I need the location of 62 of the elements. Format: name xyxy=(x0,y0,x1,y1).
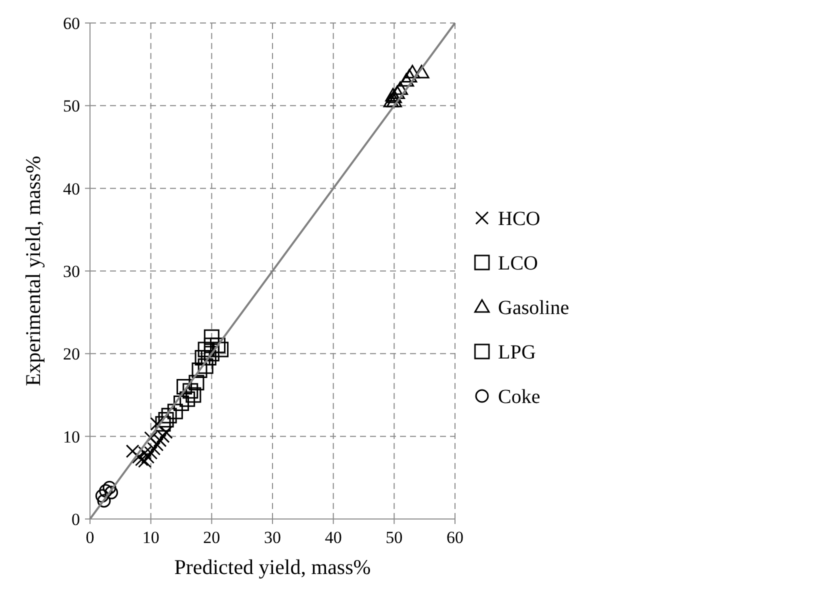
point xyxy=(144,446,158,460)
point xyxy=(95,489,109,503)
x-tick-label: 0 xyxy=(86,528,94,547)
x-tick-label: 10 xyxy=(142,528,160,547)
point xyxy=(97,494,111,508)
y-tick-label: 0 xyxy=(72,510,80,529)
point xyxy=(159,425,173,439)
point xyxy=(153,434,167,448)
point xyxy=(176,378,192,394)
point xyxy=(213,342,229,358)
point xyxy=(386,94,402,108)
point xyxy=(147,442,161,456)
y-tick-label: 60 xyxy=(63,14,80,33)
point xyxy=(150,417,164,431)
point xyxy=(204,329,220,345)
x-tick-label: 40 xyxy=(324,528,342,547)
point xyxy=(180,391,196,407)
legend-label: LCO xyxy=(498,252,538,274)
legend-label: Gasoline xyxy=(498,297,570,319)
point xyxy=(200,350,216,366)
point xyxy=(192,362,208,378)
point xyxy=(194,350,210,366)
point xyxy=(182,383,198,399)
point xyxy=(186,387,202,403)
x-tick-label: 30 xyxy=(264,528,281,547)
y-tick-label: 40 xyxy=(63,179,80,198)
point xyxy=(150,438,164,452)
y-tick-label: 20 xyxy=(63,344,80,364)
point xyxy=(138,454,152,468)
point xyxy=(158,412,174,428)
legend-label: HCO xyxy=(498,208,540,230)
point xyxy=(383,94,399,108)
x-tick-label: 60 xyxy=(446,528,464,547)
point xyxy=(104,486,118,500)
point xyxy=(414,64,430,78)
point xyxy=(389,86,405,100)
point xyxy=(204,346,220,362)
y-tick-label: 50 xyxy=(63,96,80,116)
point xyxy=(392,81,408,95)
point xyxy=(402,68,418,82)
x-tick-label: 20 xyxy=(203,528,220,547)
point xyxy=(155,416,171,432)
point xyxy=(99,484,113,498)
x-tick-label: 50 xyxy=(386,528,403,547)
y-tick-label: 30 xyxy=(63,262,80,281)
legend-label: Coke xyxy=(498,386,540,408)
point xyxy=(198,342,214,358)
y-axis-title: Experimental yield, mass% xyxy=(21,156,45,386)
x-axis-title: Predicted yield, mass% xyxy=(174,555,371,579)
y-tick-label: 10 xyxy=(63,427,80,446)
point xyxy=(134,452,148,466)
point xyxy=(161,408,177,424)
point xyxy=(404,64,420,78)
point xyxy=(167,404,183,420)
point xyxy=(210,338,226,354)
point xyxy=(198,358,214,374)
point xyxy=(174,396,189,412)
point xyxy=(188,374,204,390)
point xyxy=(204,338,220,354)
point xyxy=(102,480,116,494)
point xyxy=(398,73,414,87)
legend-label: LPG xyxy=(498,342,536,364)
